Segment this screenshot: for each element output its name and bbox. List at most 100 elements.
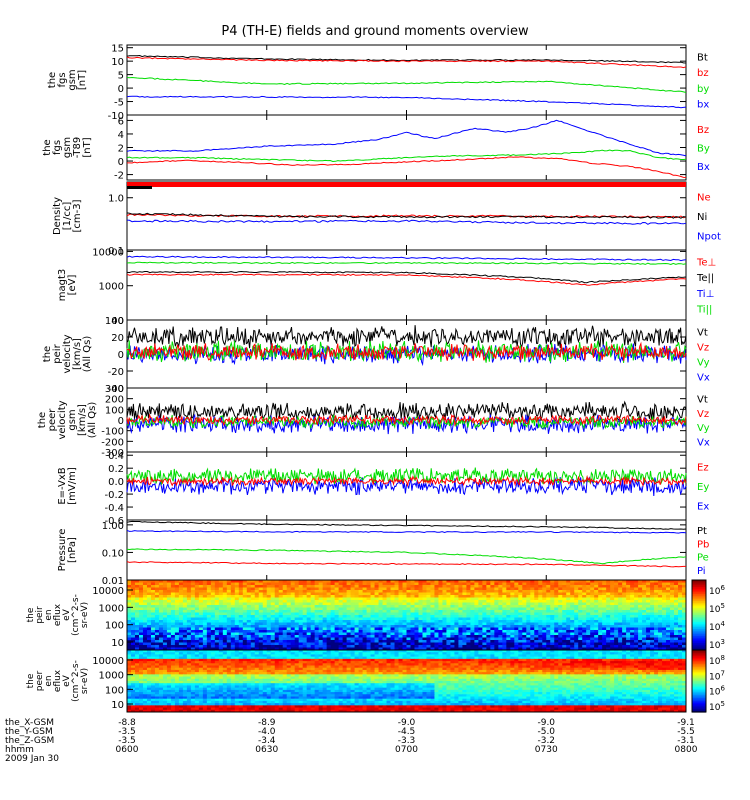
spectrogram-cell bbox=[378, 602, 384, 606]
spectrogram-cell bbox=[582, 654, 587, 658]
spectrogram-cell bbox=[398, 615, 403, 618]
spectrogram-cell bbox=[142, 637, 148, 641]
spectrogram-cell bbox=[478, 632, 483, 636]
spectrogram-cell bbox=[474, 605, 479, 608]
spectrogram-cell bbox=[466, 600, 471, 603]
spectrogram-cell bbox=[190, 607, 196, 611]
spectrogram-cell bbox=[482, 654, 487, 658]
spectrogram-cell bbox=[230, 647, 236, 651]
spectrogram-cell bbox=[370, 640, 376, 643]
spectrogram-cell bbox=[198, 637, 204, 641]
spectrogram-cell bbox=[262, 635, 268, 638]
spectrogram-cell bbox=[558, 650, 563, 653]
spectrogram-cell bbox=[238, 627, 244, 631]
spectrogram-cell bbox=[666, 605, 671, 608]
spectrogram-cell bbox=[146, 602, 152, 606]
spectrogram-cell bbox=[162, 647, 168, 651]
spectrogram-cell bbox=[574, 615, 579, 618]
spectrogram-cell bbox=[234, 630, 240, 633]
spectrogram-cell bbox=[394, 647, 400, 651]
spectrogram-cell bbox=[522, 607, 527, 611]
spectrogram-cell bbox=[186, 620, 192, 623]
spectrogram-cell bbox=[138, 656, 144, 660]
spectrogram-cell bbox=[286, 592, 292, 596]
spectrogram-cell bbox=[594, 656, 599, 660]
spectrogram-cell bbox=[610, 654, 615, 658]
spectrogram-cell bbox=[338, 627, 344, 631]
spectrogram-cell bbox=[222, 612, 228, 616]
spectrogram-cell bbox=[150, 610, 156, 613]
spectrogram-cell bbox=[170, 645, 176, 648]
spectrogram-cell bbox=[370, 582, 376, 586]
spectrogram-cell bbox=[394, 610, 400, 613]
spectrogram-cell bbox=[514, 600, 519, 603]
spectrogram-cell bbox=[454, 617, 459, 621]
spectrogram-cell bbox=[178, 622, 184, 626]
spectrogram-cell bbox=[302, 656, 308, 660]
spectrogram-cell bbox=[470, 642, 475, 646]
spectrogram-cell bbox=[390, 645, 396, 648]
spectrogram-cell bbox=[366, 658, 372, 662]
spectrogram-cell bbox=[274, 642, 280, 646]
spectrogram-cell bbox=[182, 630, 188, 633]
spectrogram-cell bbox=[310, 622, 316, 626]
spectrogram-cell bbox=[146, 612, 152, 616]
spectrogram-cell bbox=[614, 625, 619, 628]
spectrogram-cell bbox=[478, 640, 483, 643]
spectrogram-cell bbox=[154, 610, 160, 613]
spectrogram-cell bbox=[454, 585, 459, 588]
spectrogram-cell bbox=[350, 582, 356, 586]
spectrogram-cell bbox=[338, 635, 344, 638]
spectrogram-cell bbox=[134, 652, 140, 655]
spectrogram-cell bbox=[210, 630, 216, 633]
spectrogram-cell bbox=[214, 580, 220, 583]
spectrogram-cell bbox=[362, 587, 368, 591]
spectrogram-cell bbox=[302, 605, 308, 608]
spectrogram-cell bbox=[442, 602, 447, 606]
spectrogram-cell bbox=[318, 610, 324, 613]
spectrogram-cell bbox=[530, 642, 535, 646]
spectrogram-cell bbox=[430, 654, 435, 658]
spectrogram-cell bbox=[330, 652, 336, 655]
quality-bar bbox=[127, 182, 686, 187]
spectrogram-cell bbox=[202, 645, 208, 648]
spectrogram-cell bbox=[146, 654, 152, 658]
spectrogram-cell bbox=[626, 656, 631, 660]
spectrogram-cell bbox=[310, 635, 316, 638]
spectrogram-cell bbox=[178, 647, 184, 651]
spectrogram-cell bbox=[518, 640, 523, 643]
spectrogram-cell bbox=[550, 630, 555, 633]
spectrogram-cell bbox=[562, 635, 567, 638]
spectrogram-cell bbox=[162, 656, 168, 660]
spectrogram-cell bbox=[618, 590, 623, 593]
spectrogram-cell bbox=[294, 600, 300, 603]
spectrogram-cell bbox=[654, 650, 659, 653]
spectrogram-cell bbox=[550, 612, 555, 616]
spectrogram-cell bbox=[674, 635, 679, 638]
spectrogram-cell bbox=[202, 632, 208, 636]
spectrogram-cell bbox=[158, 647, 164, 651]
spectrogram-cell bbox=[286, 642, 292, 646]
spectrogram-cell bbox=[234, 607, 240, 611]
spectrogram-cell bbox=[514, 615, 519, 618]
spectrogram-cell bbox=[286, 590, 292, 593]
spectrogram-cell bbox=[346, 632, 352, 636]
spectrogram-cell bbox=[426, 612, 431, 616]
series-line-Pb bbox=[126, 561, 686, 568]
spectrogram-cell bbox=[546, 610, 551, 613]
spectrogram-cell bbox=[482, 658, 487, 662]
spectrogram-cell bbox=[302, 612, 308, 616]
spectrogram-cell bbox=[502, 654, 507, 658]
spectrogram-cell bbox=[302, 632, 308, 636]
spectrogram-cell bbox=[578, 642, 583, 646]
spectrogram-cell bbox=[262, 622, 268, 626]
spectrogram-cell bbox=[190, 650, 196, 653]
spectrogram-cell bbox=[486, 658, 491, 662]
spectrogram-cell bbox=[554, 625, 559, 628]
spectrogram-cell bbox=[598, 622, 603, 626]
spectrogram-cell bbox=[546, 637, 551, 641]
spectrogram-cell bbox=[662, 595, 667, 598]
spectrogram-cell bbox=[394, 617, 400, 621]
spectrogram-cell bbox=[622, 635, 627, 638]
spectrogram-cell bbox=[358, 635, 364, 638]
